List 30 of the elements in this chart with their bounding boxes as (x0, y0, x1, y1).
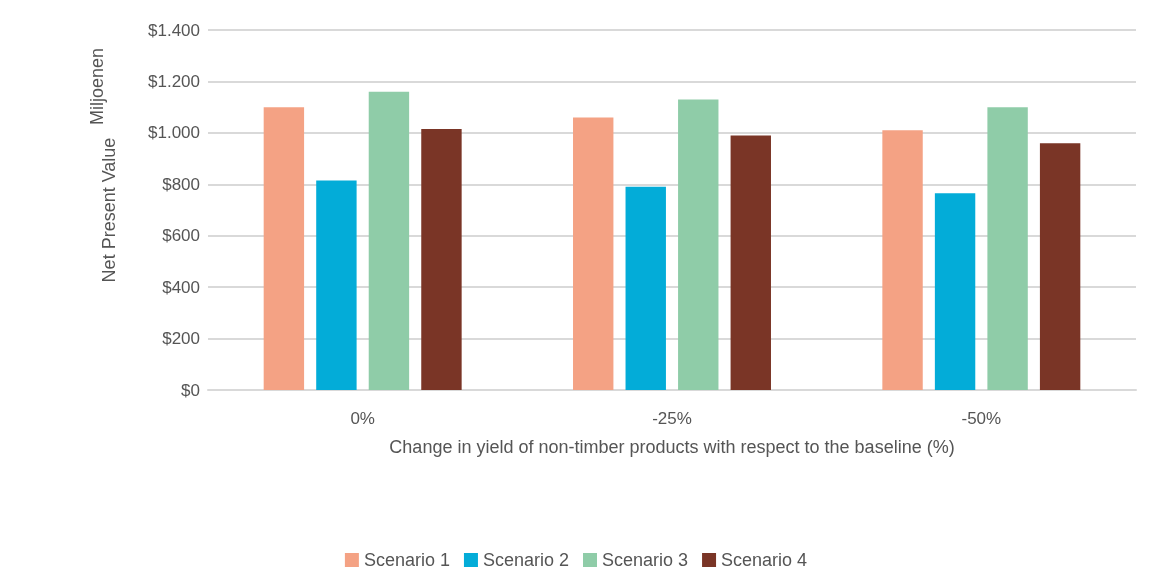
legend-label: Scenario 4 (721, 550, 808, 570)
bar (934, 193, 976, 390)
y-tick-label: $0 (181, 380, 200, 400)
bar (882, 130, 923, 390)
y-tick-label: $1.200 (148, 71, 200, 91)
bar (987, 107, 1028, 390)
bar (421, 129, 462, 390)
y-tick-label: $1.000 (148, 123, 200, 143)
y-axis-title: Net Present Value (99, 137, 119, 283)
legend-label: Scenario 3 (602, 550, 689, 570)
bar (573, 117, 614, 390)
y-tick-label: $1.400 (148, 20, 200, 40)
x-axis-title: Change in yield of non-timber products with respect to the baseline (%) (389, 437, 955, 457)
y-tick-label: $600 (162, 226, 200, 246)
bar (730, 135, 771, 390)
y-tick-label: $400 (162, 277, 200, 297)
bar (263, 107, 305, 390)
x-tick-label: -25% (652, 409, 692, 428)
bar (625, 186, 666, 390)
legend-label: Scenario 2 (482, 550, 570, 570)
text: Miljoenen (87, 48, 107, 126)
y-tick-label: $800 (162, 174, 200, 194)
bar (316, 180, 357, 390)
bar (368, 91, 410, 390)
x-tick-label: 0% (350, 409, 375, 428)
x-tick-label: -50% (961, 409, 1002, 428)
legend-label: Scenario 1 (363, 550, 450, 570)
y-tick-label: $200 (162, 329, 200, 349)
bar (1039, 143, 1081, 390)
bar (678, 99, 719, 390)
